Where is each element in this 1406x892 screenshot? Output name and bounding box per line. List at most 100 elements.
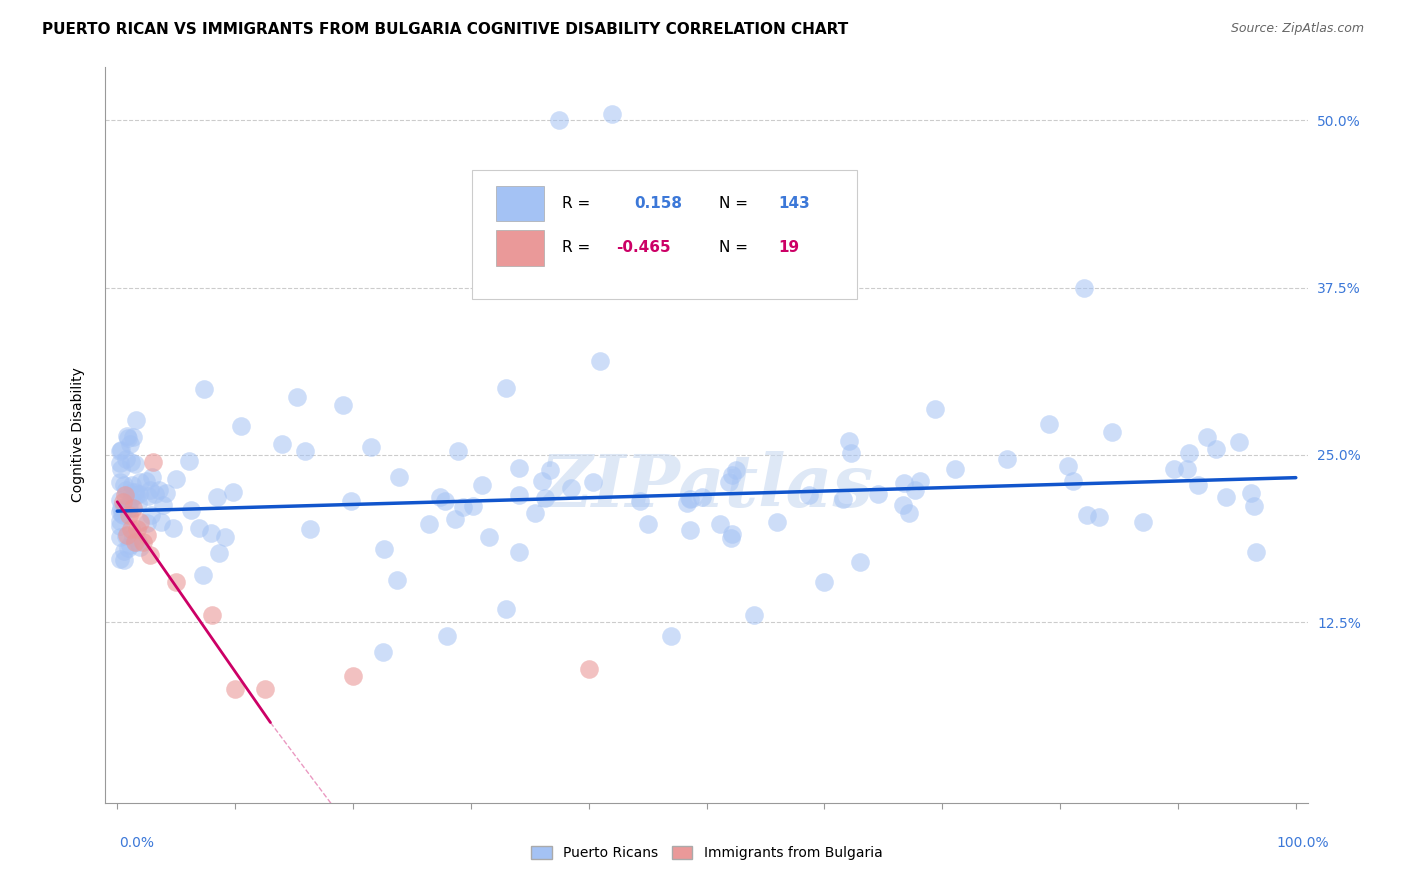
Point	[436, 628, 458, 642]
Point	[110, 461, 132, 475]
Point	[582, 475, 605, 490]
Point	[893, 498, 915, 512]
Point	[720, 532, 742, 546]
Point	[721, 468, 744, 483]
Point	[148, 483, 170, 497]
Point	[1087, 510, 1109, 524]
Point	[897, 507, 920, 521]
Point	[1101, 425, 1123, 439]
Point	[342, 669, 364, 683]
Point	[799, 488, 821, 502]
Point	[165, 574, 187, 589]
Point	[943, 462, 966, 476]
Point	[271, 436, 294, 450]
Point	[136, 516, 159, 530]
Text: 0.0%: 0.0%	[120, 836, 155, 850]
Point	[1076, 508, 1098, 522]
Point	[114, 451, 136, 466]
Point	[110, 501, 132, 516]
Point	[108, 493, 131, 508]
Point	[495, 381, 517, 395]
Point	[121, 485, 143, 500]
Point	[177, 454, 200, 468]
Point	[1038, 417, 1060, 431]
Point	[742, 608, 765, 623]
Point	[200, 608, 222, 623]
Point	[188, 521, 211, 535]
Point	[1073, 280, 1095, 294]
Point	[135, 475, 157, 489]
Point	[628, 493, 651, 508]
Point	[115, 529, 138, 543]
Point	[285, 390, 308, 404]
Point	[548, 113, 571, 128]
Point	[162, 521, 184, 535]
Point	[924, 401, 946, 416]
Point	[332, 398, 354, 412]
Point	[231, 419, 253, 434]
Point	[447, 443, 470, 458]
Point	[135, 528, 157, 542]
Point	[461, 499, 484, 513]
Point	[1187, 477, 1209, 491]
Point	[115, 528, 138, 542]
Point	[112, 494, 135, 508]
Point	[108, 519, 131, 533]
Point	[124, 457, 146, 471]
Point	[143, 487, 166, 501]
Point	[508, 460, 530, 475]
Point	[1163, 462, 1185, 476]
Point	[1062, 475, 1084, 489]
Point	[193, 382, 215, 396]
Point	[534, 491, 557, 505]
Point	[477, 530, 499, 544]
Point	[111, 507, 134, 521]
Point	[118, 500, 141, 515]
Point	[1177, 446, 1199, 460]
Point	[676, 496, 699, 510]
Text: ZIPatlas: ZIPatlas	[540, 450, 873, 522]
Point	[120, 491, 142, 506]
Point	[132, 534, 155, 549]
Point	[224, 681, 246, 696]
Point	[868, 487, 890, 501]
Point	[560, 481, 582, 495]
Point	[471, 478, 494, 492]
Point	[294, 443, 316, 458]
Point	[214, 530, 236, 544]
Point	[221, 485, 243, 500]
Point	[121, 430, 143, 444]
Point	[141, 508, 163, 523]
Point	[200, 525, 222, 540]
Point	[129, 475, 152, 489]
Point	[115, 428, 138, 442]
Point	[298, 523, 321, 537]
FancyBboxPatch shape	[496, 230, 544, 266]
Point	[205, 490, 228, 504]
Point	[112, 478, 135, 492]
Text: R =: R =	[562, 195, 591, 211]
Point	[508, 488, 530, 502]
Point	[434, 494, 457, 508]
Point	[149, 516, 172, 530]
Point	[125, 413, 148, 427]
Point	[117, 501, 139, 516]
Point	[813, 574, 835, 589]
Point	[692, 490, 714, 504]
Point	[418, 517, 440, 532]
Point	[451, 500, 474, 514]
Point	[893, 475, 915, 490]
Point	[904, 483, 927, 497]
Point	[208, 546, 231, 560]
Point	[121, 501, 143, 516]
Point	[1205, 442, 1227, 456]
FancyBboxPatch shape	[496, 186, 544, 221]
Point	[429, 490, 451, 504]
Text: 143: 143	[779, 195, 810, 211]
Point	[538, 463, 561, 477]
Point	[108, 505, 131, 519]
Point	[124, 488, 146, 502]
Point	[128, 515, 150, 529]
Point	[1227, 434, 1250, 449]
Text: N =: N =	[718, 195, 748, 211]
